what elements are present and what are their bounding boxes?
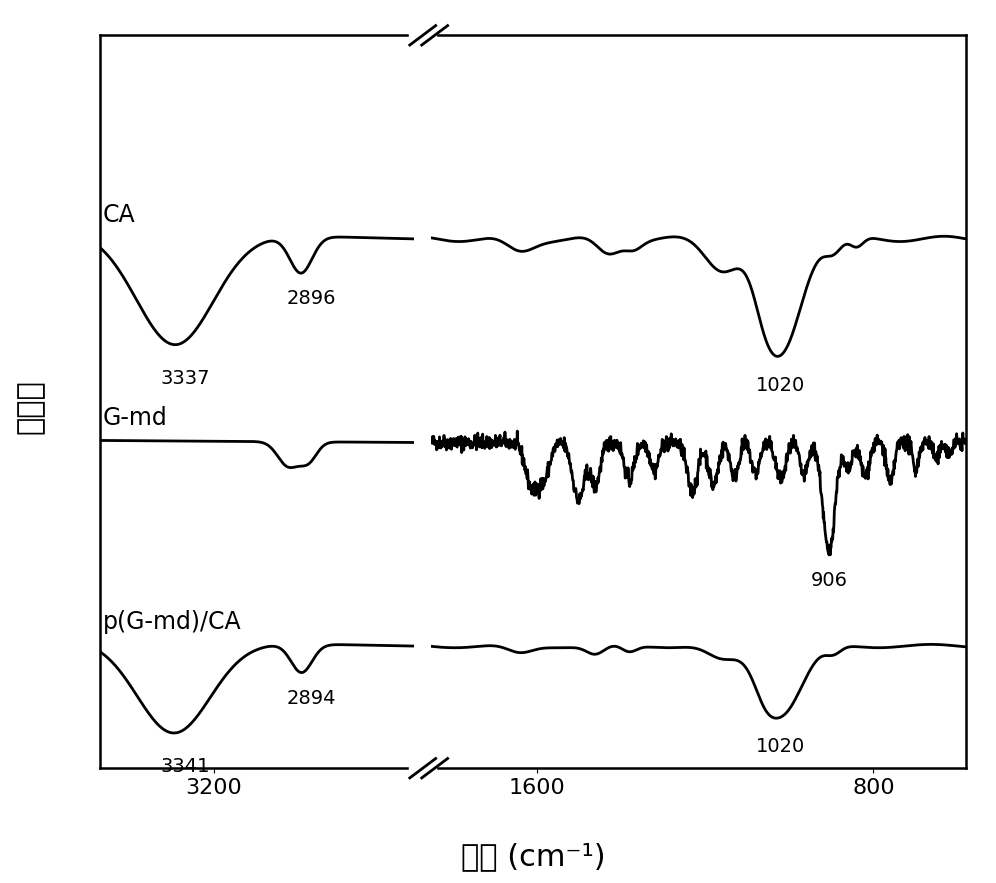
Text: 3341: 3341 bbox=[160, 758, 210, 776]
Text: CA: CA bbox=[103, 203, 135, 227]
Text: p(G-md)/CA: p(G-md)/CA bbox=[103, 610, 241, 634]
Text: 波长 (cm⁻¹): 波长 (cm⁻¹) bbox=[460, 842, 606, 871]
Text: 2894: 2894 bbox=[287, 689, 336, 708]
Text: G-md: G-md bbox=[103, 406, 167, 430]
Text: 906: 906 bbox=[811, 571, 848, 590]
Text: 2896: 2896 bbox=[287, 290, 336, 308]
Text: 1020: 1020 bbox=[756, 375, 806, 395]
Text: 透过率: 透过率 bbox=[15, 379, 45, 434]
Text: 3337: 3337 bbox=[160, 369, 210, 389]
Text: 1020: 1020 bbox=[756, 737, 806, 757]
